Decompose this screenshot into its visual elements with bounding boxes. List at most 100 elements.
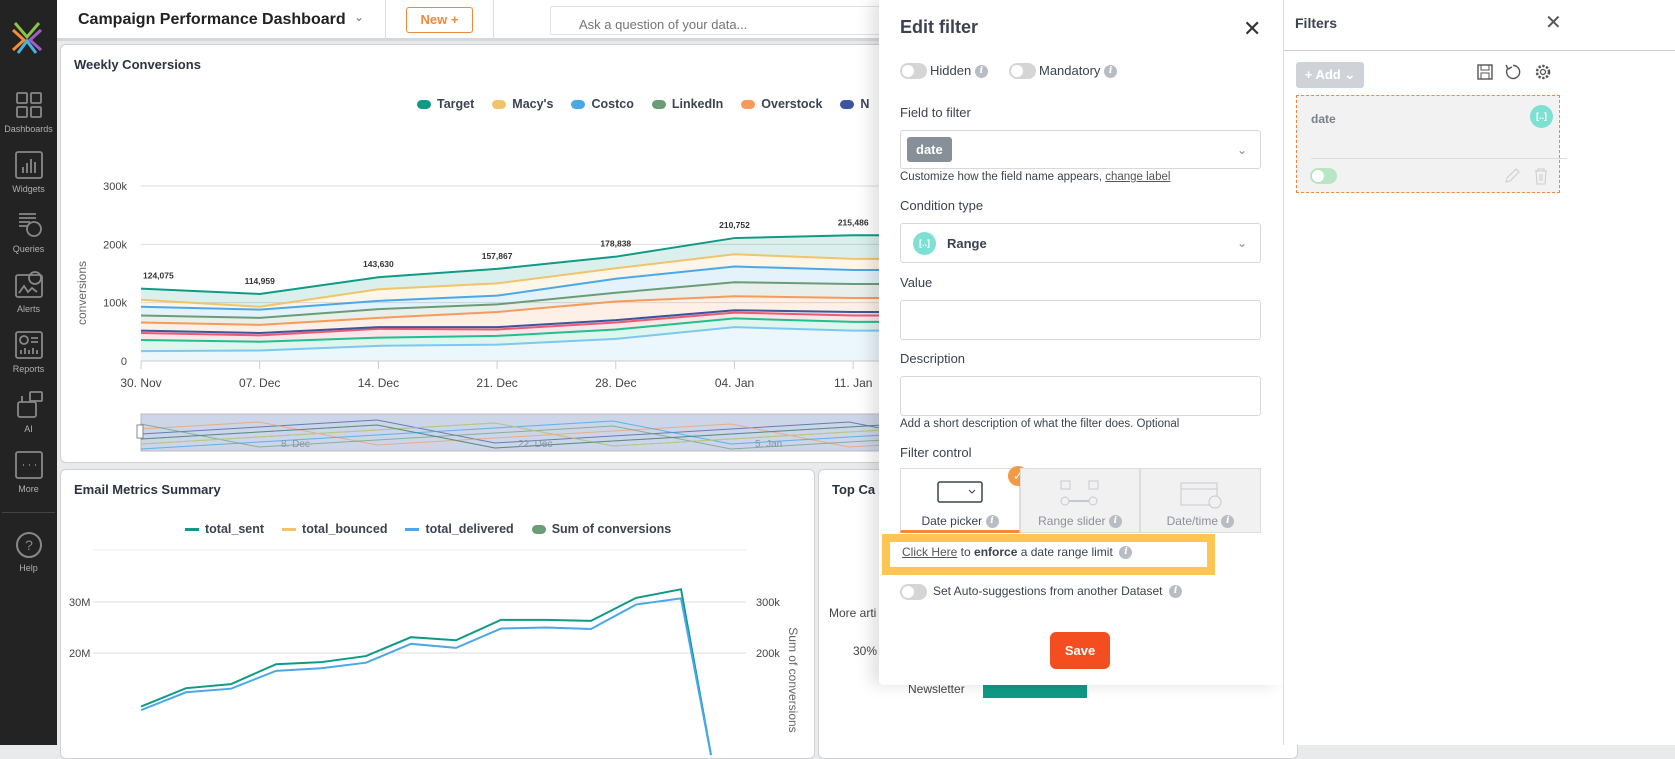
add-filter-button[interactable]: + Add ⌄: [1296, 62, 1364, 88]
app-logo[interactable]: [10, 20, 44, 54]
hidden-label: Hidden i: [930, 63, 988, 79]
sidebar-item-label: Queries: [12, 244, 45, 254]
legend-item[interactable]: total_bounced: [282, 522, 387, 536]
sidebar: Dashboards Widgets Queries Alerts Reports AI M…: [0, 0, 57, 745]
save-icon[interactable]: [1476, 63, 1494, 81]
y2-tick-label: 300k: [756, 597, 780, 609]
legend-item[interactable]: N: [840, 97, 869, 111]
click-here-link[interactable]: Click Here: [902, 545, 958, 559]
sidebar-item-label: Dashboards: [4, 124, 53, 134]
chevron-down-icon: ⌄: [1236, 143, 1247, 157]
series-line-Overstock: [140, 295, 1254, 326]
legend-swatch: [185, 527, 199, 531]
info-icon[interactable]: i: [1104, 65, 1118, 79]
card-title: Top Ca: [832, 482, 876, 497]
email-metrics-chart: 30M 300k 20M 200k Sum of conversions: [69, 549, 800, 756]
filters-panel: Filters ✕ + Add ⌄ date [..]: [1283, 0, 1675, 745]
sidebar-item-dashboards[interactable]: Dashboards: [0, 90, 57, 134]
sidebar-item-widgets[interactable]: Widgets: [0, 150, 57, 194]
sidebar-item-label: Alerts: [16, 304, 40, 314]
mandatory-label: Mandatory i: [1039, 63, 1118, 79]
control-date-time[interactable]: Date/time i: [1140, 468, 1261, 533]
filter-enabled-toggle[interactable]: [1310, 168, 1337, 184]
info-icon[interactable]: i: [1119, 546, 1133, 560]
legend-item[interactable]: total_delivered: [405, 522, 514, 536]
description-input[interactable]: [900, 376, 1261, 416]
chevron-down-icon[interactable]: ⌄: [354, 10, 365, 24]
sidebar-item-reports[interactable]: Reports: [0, 330, 57, 374]
trash-icon[interactable]: [1533, 167, 1549, 185]
sidebar-item-ai[interactable]: AI: [0, 390, 57, 434]
legend-item[interactable]: LinkedIn: [651, 97, 723, 111]
new-button[interactable]: New +: [406, 7, 473, 33]
customize-hint: Customize how the field name appears, ch…: [900, 171, 1171, 183]
card-title: Weekly Conversions: [74, 57, 201, 72]
range-icon: [..]: [913, 232, 936, 255]
value-input[interactable]: [900, 300, 1261, 340]
dashboards-icon: [15, 92, 42, 118]
email-metrics-card: Email Metrics Summary total_sent total_bo…: [60, 469, 815, 759]
series-line-total_sent: [140, 588, 712, 756]
edit-icon[interactable]: [1503, 167, 1521, 185]
sidebar-item-alerts[interactable]: Alerts: [0, 270, 57, 314]
sidebar-item-label: Reports: [12, 364, 45, 374]
y-tick-label: 0: [121, 356, 127, 368]
divider: [493, 0, 494, 41]
reports-icon: [14, 331, 43, 359]
condition-type-select[interactable]: [..] Range ⌄: [900, 223, 1261, 263]
field-to-filter-select[interactable]: date ⌄: [900, 130, 1261, 169]
mandatory-toggle[interactable]: [1009, 63, 1036, 79]
gear-icon[interactable]: [1534, 63, 1552, 81]
x-tick-label: 21. Dec: [476, 376, 517, 390]
navigator-handle[interactable]: [136, 424, 144, 439]
save-button[interactable]: Save: [1050, 632, 1110, 669]
info-icon[interactable]: i: [985, 515, 999, 529]
close-icon[interactable]: ✕: [1545, 12, 1562, 34]
info-icon[interactable]: i: [1221, 515, 1235, 529]
y2-axis-label: Sum of conversions: [786, 627, 800, 732]
x-tick-label: 04. Jan: [715, 376, 754, 390]
legend-item[interactable]: Target: [417, 97, 474, 111]
sidebar-item-more[interactable]: More: [0, 450, 57, 494]
info-icon[interactable]: i: [974, 65, 988, 79]
autosuggest-label: Set Auto-suggestions from another Datase…: [933, 584, 1183, 599]
legend-item[interactable]: Costco: [571, 97, 634, 111]
x-tick-label: 11. Jan: [834, 376, 872, 390]
change-label-link[interactable]: change label: [1105, 171, 1171, 183]
ai-icon: [16, 391, 43, 418]
queries-icon: [18, 213, 42, 237]
dialog-title: Edit filter: [900, 17, 979, 37]
sidebar-item-help[interactable]: ? Help: [0, 531, 57, 573]
legend-item[interactable]: total_sent: [185, 522, 264, 536]
data-label: 215,486: [838, 217, 869, 227]
data-label: 210,752: [719, 220, 750, 230]
legend-swatch: [571, 99, 586, 109]
legend-item[interactable]: Macy's: [492, 97, 553, 111]
sidebar-divider: [2, 512, 55, 513]
reset-icon[interactable]: [1504, 63, 1522, 81]
legend-item[interactable]: Sum of conversions: [531, 522, 671, 536]
condition-value: Range: [947, 236, 987, 251]
legend-swatch: [840, 99, 855, 109]
control-date-picker[interactable]: Date picker i ✓: [900, 466, 1028, 533]
sidebar-item-queries[interactable]: Queries: [0, 210, 57, 254]
filter-card-date[interactable]: date [..]: [1296, 95, 1567, 193]
filter-control-label: Filter control: [900, 445, 972, 460]
description-label: Description: [900, 351, 966, 366]
legend-swatch: [405, 527, 420, 531]
sidebar-item-label: AI: [24, 424, 33, 434]
hidden-toggle[interactable]: [900, 63, 927, 79]
ask-question-input[interactable]: [550, 6, 890, 35]
info-icon[interactable]: i: [1169, 585, 1183, 599]
axis-label: 30%: [853, 644, 878, 658]
calendar-clock-icon: [1180, 482, 1221, 509]
legend-item[interactable]: Overstock: [741, 97, 822, 111]
dashboard-title[interactable]: Campaign Performance Dashboard: [78, 11, 346, 28]
date-picker-icon: [937, 481, 983, 503]
info-icon[interactable]: i: [1108, 515, 1122, 529]
autosuggest-toggle[interactable]: [900, 584, 927, 600]
control-range-slider[interactable]: Range slider i: [1020, 468, 1140, 533]
close-icon[interactable]: ✕: [1243, 16, 1262, 41]
axis-label: Newsletter: [908, 682, 965, 696]
y2-tick-label: 200k: [756, 648, 780, 660]
